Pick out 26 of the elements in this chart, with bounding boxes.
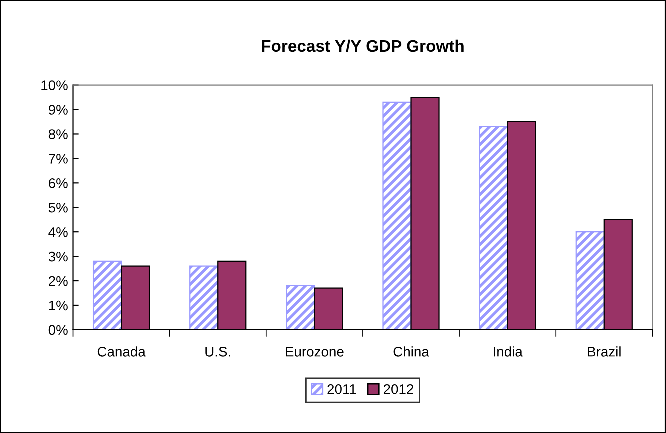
y-tick-label: 3%	[48, 252, 68, 262]
bar	[479, 126, 508, 330]
y-tick-label: 1%	[49, 300, 68, 311]
y-tick-label: 0%	[48, 325, 68, 336]
bar	[190, 266, 219, 330]
legend-label: 2012	[384, 384, 414, 394]
y-tick-label: 7%	[49, 154, 68, 164]
x-tick-label: Brazil	[588, 346, 621, 357]
y-tick-label: 5%	[48, 203, 68, 213]
y-tick-label: 8%	[48, 130, 68, 140]
x-tick-label: India	[494, 346, 523, 357]
y-tick-label: 4%	[48, 227, 68, 238]
y-tick-label: 9%	[48, 105, 68, 115]
x-tick-label: Eurozone	[286, 347, 344, 357]
x-tick-label: Canada	[98, 346, 146, 357]
legend-label: 2011	[328, 384, 356, 394]
bar	[92, 260, 122, 330]
y-tick-label: 2%	[49, 276, 68, 286]
x-tick-label: U.S.	[206, 346, 230, 357]
x-tick-label: China	[394, 346, 430, 357]
bar	[286, 285, 316, 330]
y-tick-label: 6%	[49, 178, 68, 188]
bar	[576, 232, 605, 330]
bar	[382, 102, 412, 330]
chart-title: Forecast Y/Y GDP Growth	[262, 40, 464, 52]
y-tick-label: 10%	[42, 80, 68, 90]
